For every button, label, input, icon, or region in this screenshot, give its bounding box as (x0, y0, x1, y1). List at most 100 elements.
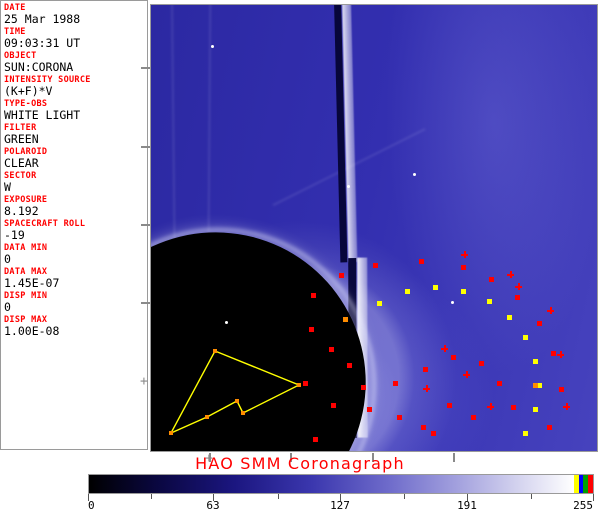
colorbar-reserved-color (578, 475, 584, 493)
marker-yellow-square (461, 289, 466, 294)
marker-red-square (551, 351, 556, 356)
colorbar-minor-tick (530, 494, 532, 499)
metadata-field-label: SPACECRAFT ROLL (4, 219, 86, 229)
axis-tick-left (141, 67, 150, 69)
marker-red-plus (515, 283, 522, 290)
colorbar[interactable] (88, 474, 594, 494)
marker-red-square (339, 273, 344, 278)
marker-red-square (419, 259, 424, 264)
metadata-field: SPACECRAFT ROLL -19 (4, 219, 147, 242)
marker-red-square (451, 355, 456, 360)
colorbar-tick-label: 63 (206, 499, 220, 512)
marker-yellow-square (487, 299, 492, 304)
metadata-field: DATE 25 Mar 1988 (4, 3, 147, 26)
colorbar-tick (88, 494, 89, 501)
marker-yellow-square (533, 359, 538, 364)
metadata-field-value: WHITE LIGHT (4, 108, 81, 122)
marker-red-square (347, 363, 352, 368)
colorbar-labels: 0 63 127 191 255 (88, 499, 594, 513)
metadata-field-label: POLAROID (4, 147, 48, 157)
star-point (225, 321, 228, 324)
axis-tick-left (141, 146, 150, 148)
metadata-field: TIME 09:03:31 UT (4, 27, 147, 50)
axis-crosshair-left: + (140, 374, 148, 389)
marker-yellow-square (523, 335, 528, 340)
axis-tick-left (141, 302, 150, 304)
axis-tick-bottom (209, 453, 211, 462)
marker-red-plus (563, 403, 570, 410)
marker-red-square (341, 451, 346, 452)
colorbar-tick-label: 127 (330, 499, 350, 512)
coronagraph-image[interactable] (150, 4, 598, 452)
marker-yellow-square (507, 315, 512, 320)
marker-red-square (423, 367, 428, 372)
metadata-field: EXPOSURE 8.192 (4, 195, 147, 218)
polygon-vertex (169, 431, 173, 435)
colorbar-tick-label: 255 (573, 499, 593, 512)
page-title: HAO SMM Coronagraph (195, 454, 405, 473)
marker-red-square (461, 265, 466, 270)
marker-red-square (431, 431, 436, 436)
metadata-field-value: 1.00E-08 (4, 324, 60, 338)
marker-red-square (497, 381, 502, 386)
metadata-field-value: GREEN (4, 132, 39, 146)
marker-red-square (499, 451, 504, 452)
marker-red-square (313, 437, 318, 442)
marker-orange-x (533, 383, 538, 388)
star-point (413, 173, 416, 176)
metadata-field: FILTER GREEN (4, 123, 147, 146)
marker-red-square (559, 387, 564, 392)
metadata-field: OBJECT SUN:CORONA (4, 51, 147, 74)
colorbar-reserved-color (588, 475, 594, 493)
colorbar-reserved-color (573, 475, 579, 493)
metadata-field: TYPE-OBS WHITE LIGHT (4, 99, 147, 122)
marker-red-square (393, 381, 398, 386)
metadata-field-value: 1.45E-07 (4, 276, 60, 290)
metadata-field-label: DATA MIN (4, 243, 48, 253)
polygon-vertex (235, 399, 239, 403)
metadata-field-value: CLEAR (4, 156, 39, 170)
metadata-field-label: TYPE-OBS (4, 99, 48, 109)
annotation-polygon (169, 350, 301, 435)
annotation-overlay (169, 349, 301, 435)
marker-red-plus (507, 271, 514, 278)
marker-red-square (547, 425, 552, 430)
axis-tick-bottom (453, 453, 455, 462)
colorbar-tick (213, 494, 214, 501)
marker-orange-x (343, 317, 348, 322)
colorbar-tick-label: 0 (88, 499, 95, 512)
colorbar-tick (467, 494, 468, 501)
colorbar-ticks (88, 494, 594, 502)
marker-red-square (311, 293, 316, 298)
metadata-field-label: DISP MIN (4, 291, 48, 301)
marker-red-plus (547, 307, 554, 314)
marker-yellow-square (405, 289, 410, 294)
metadata-field-label: SECTOR (4, 171, 37, 181)
marker-red-square (373, 263, 378, 268)
metadata-field-label: INTENSITY SOURCE (4, 75, 91, 85)
colorbar-minor-tick (151, 494, 153, 499)
polygon-vertex (205, 415, 209, 419)
metadata-field-value: (K+F)*V (4, 84, 53, 98)
metadata-field-value: 8.192 (4, 204, 39, 218)
marker-red-square (447, 403, 452, 408)
metadata-field-value: 0 (4, 252, 11, 266)
marker-yellow-square (377, 301, 382, 306)
marker-red-square (367, 407, 372, 412)
metadata-field-value: 09:03:31 UT (4, 36, 81, 50)
metadata-field-value: 25 Mar 1988 (4, 12, 81, 26)
metadata-field: DISP MAX 1.00E-08 (4, 315, 147, 338)
marker-red-square (329, 347, 334, 352)
marker-red-square (303, 381, 308, 386)
metadata-field-value: 0 (4, 300, 11, 314)
metadata-field: POLAROID CLEAR (4, 147, 147, 170)
axis-tick-left (141, 224, 150, 226)
metadata-field: SECTOR W (4, 171, 147, 194)
marker-red-square (361, 385, 366, 390)
polygon-vertex (213, 349, 217, 353)
marker-red-square (515, 295, 520, 300)
marker-red-plus (441, 345, 448, 352)
metadata-field-label: TIME (4, 27, 26, 37)
marker-red-square (421, 425, 426, 430)
